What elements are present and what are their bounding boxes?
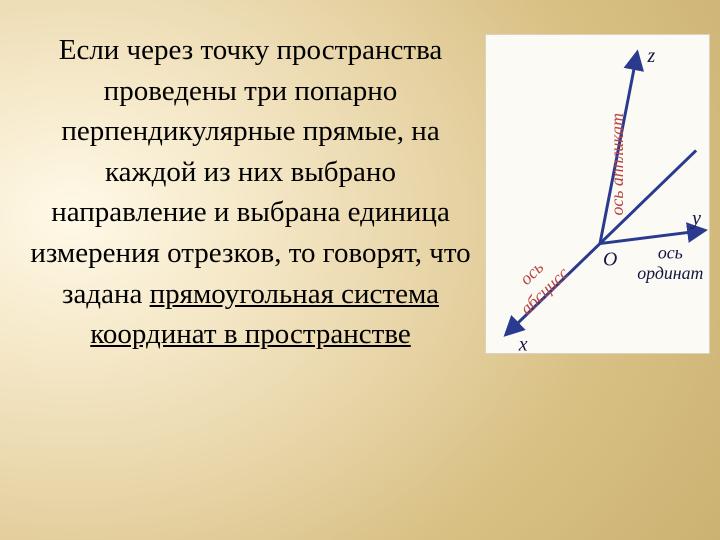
slide: Если через точку пространства проведены … [0,0,720,540]
y-axis-letter: y [690,208,701,230]
coordinate-axes-diagram: z y x O ось аппликат ось ординат ось абс… [485,34,710,354]
definition-paragraph: Если через точку пространства проведены … [24,30,485,355]
z-axis-name: ось аппликат [607,113,627,216]
origin-label: O [603,248,617,270]
axes-svg: z y x O ось аппликат ось ординат ось абс… [486,35,709,353]
z-axis-letter: z [647,45,656,67]
x-axis-letter: x [518,334,528,353]
y-axis-name-line2: ординат [637,263,703,283]
paragraph-prefix: Если через точку пространства проведены … [30,34,470,310]
y-axis-name-line1: ось [658,242,683,262]
y-axis-line [600,231,702,244]
